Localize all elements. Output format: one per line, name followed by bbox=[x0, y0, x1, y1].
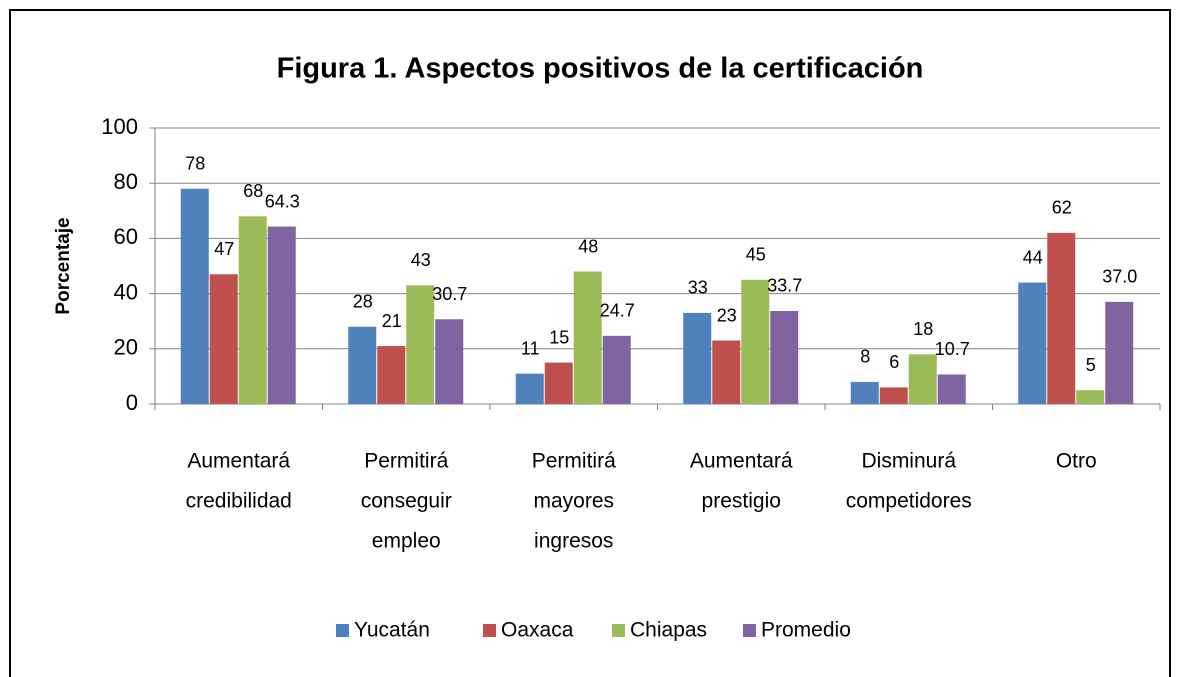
bar bbox=[908, 354, 937, 404]
bar bbox=[515, 373, 544, 404]
chart-title: Figura 1. Aspectos positivos de la certi… bbox=[277, 53, 924, 85]
y-tick-label: 0 bbox=[126, 390, 138, 415]
bar bbox=[1076, 390, 1105, 404]
data-label: 11 bbox=[521, 338, 540, 358]
data-label: 23 bbox=[717, 305, 737, 325]
legend-label: Chiapas bbox=[630, 619, 707, 642]
x-tick-label: Permitirá bbox=[532, 450, 616, 473]
bar bbox=[1047, 232, 1076, 404]
x-tick-label: ingresos bbox=[534, 530, 613, 553]
data-label: 10.7 bbox=[935, 339, 970, 359]
data-label: 15 bbox=[549, 327, 569, 347]
bar bbox=[544, 362, 573, 404]
y-tick-label: 80 bbox=[114, 169, 138, 194]
legend-swatch bbox=[336, 624, 349, 637]
data-label: 44 bbox=[1023, 247, 1043, 267]
y-tick-label: 40 bbox=[114, 279, 138, 304]
bar bbox=[712, 340, 741, 404]
data-label: 18 bbox=[913, 319, 933, 339]
x-tick-label: Aumentará bbox=[187, 450, 290, 473]
bar bbox=[267, 226, 296, 404]
legend-swatch bbox=[743, 624, 756, 637]
data-label: 68 bbox=[243, 181, 263, 201]
data-label: 33 bbox=[688, 278, 708, 298]
x-tick-label: conseguir bbox=[361, 490, 452, 513]
bar bbox=[180, 188, 209, 404]
y-axis-label: Porcentaje bbox=[53, 217, 74, 314]
x-tick-label: credibilidad bbox=[186, 490, 292, 513]
data-label: 62 bbox=[1052, 198, 1072, 218]
x-tick-label: competidores bbox=[846, 490, 972, 513]
x-tick-label: mayores bbox=[533, 490, 614, 513]
data-label: 45 bbox=[746, 245, 766, 265]
bar bbox=[406, 285, 435, 404]
data-label: 33.7 bbox=[767, 276, 802, 296]
data-label: 5 bbox=[1086, 355, 1096, 375]
data-label: 30.7 bbox=[432, 284, 467, 304]
legend-swatch bbox=[612, 624, 625, 637]
data-label: 43 bbox=[411, 250, 431, 270]
legend-label: Oaxaca bbox=[501, 619, 574, 642]
bar bbox=[238, 216, 267, 404]
data-label: 6 bbox=[889, 352, 899, 372]
bar bbox=[573, 271, 602, 404]
bar bbox=[937, 374, 966, 404]
bar bbox=[683, 312, 712, 404]
bar bbox=[377, 346, 406, 404]
data-label: 21 bbox=[382, 311, 402, 331]
bar bbox=[1018, 282, 1047, 404]
bar bbox=[348, 326, 377, 404]
data-label: 64.3 bbox=[265, 191, 300, 211]
data-label: 37.0 bbox=[1102, 267, 1137, 287]
bar bbox=[850, 381, 879, 404]
x-tick-label: prestigio bbox=[702, 490, 781, 513]
y-tick-label: 20 bbox=[114, 335, 138, 360]
x-tick-label: Otro bbox=[1056, 450, 1097, 473]
bar bbox=[1105, 301, 1134, 404]
bar bbox=[209, 274, 238, 404]
x-tick-label: Aumentará bbox=[690, 450, 793, 473]
data-label: 8 bbox=[860, 347, 870, 367]
data-label: 24.7 bbox=[600, 301, 635, 321]
frame bbox=[9, 9, 1171, 677]
x-tick-label: Disminurá bbox=[861, 450, 956, 473]
legend-label: Promedio bbox=[761, 619, 851, 642]
legend-label: Yucatán bbox=[354, 619, 430, 642]
bar bbox=[602, 335, 631, 404]
data-label: 28 bbox=[353, 291, 373, 311]
bar bbox=[435, 319, 464, 404]
legend-swatch bbox=[483, 624, 496, 637]
data-label: 78 bbox=[185, 153, 205, 173]
bar bbox=[879, 387, 908, 404]
y-tick-label: 100 bbox=[101, 114, 138, 139]
x-tick-label: Permitirá bbox=[364, 450, 448, 473]
bar bbox=[741, 279, 770, 404]
y-tick-label: 60 bbox=[114, 224, 138, 249]
data-label: 48 bbox=[578, 236, 598, 256]
bar bbox=[770, 310, 799, 404]
x-tick-label: empleo bbox=[372, 530, 441, 553]
data-label: 47 bbox=[214, 239, 234, 259]
